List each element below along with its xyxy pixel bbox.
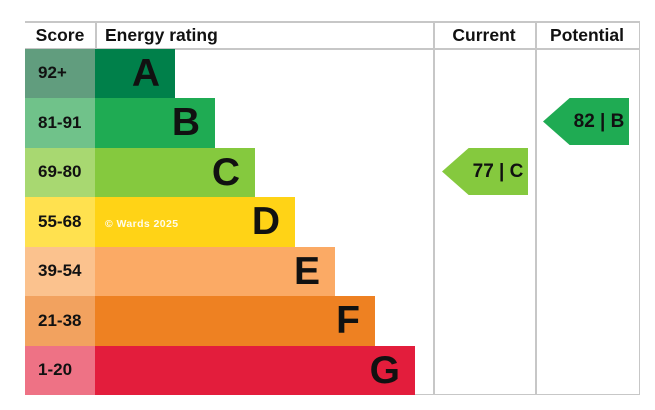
band-row-g: 1-20 G (25, 345, 640, 395)
potential-rating-label: 82 | B (573, 110, 625, 132)
potential-header: Potential (550, 25, 624, 45)
energy-bar-a: A (95, 48, 175, 98)
current-rating-label: 77 | C (472, 160, 524, 182)
potential-column-divider (535, 21, 537, 395)
band-letter: A (131, 51, 160, 95)
energy-bar-e: E (95, 246, 335, 296)
band-row-f: 21-38 F (25, 296, 640, 346)
band-row-d: 55-68 D (25, 197, 640, 247)
band-letter: F (336, 299, 360, 343)
score-range-cell: 92+ (25, 48, 95, 98)
band-row-a: 92+ A (25, 48, 640, 98)
score-range-cell: 1-20 (25, 345, 95, 395)
band-row-b: 81-91 B (25, 98, 640, 148)
energy-rating-header: Energy rating (105, 25, 218, 45)
table-top-border (25, 21, 640, 23)
score-range-cell: 55-68 (25, 197, 95, 247)
score-range-cell: 39-54 (25, 246, 95, 296)
bands-rows: 92+ A 81-91 B 69-80 C 55-68 D 39-54 E 21-38 F 1-20 G (25, 48, 640, 395)
band-letter: G (369, 348, 400, 392)
table-right-border (638, 21, 640, 395)
band-letter: D (251, 200, 280, 244)
current-header: Current (452, 25, 516, 45)
score-range-cell: 21-38 (25, 296, 95, 346)
band-letter: C (211, 150, 240, 194)
energy-bar-f: F (95, 296, 375, 346)
band-row-c: 69-80 C (25, 147, 640, 197)
score-range-cell: 81-91 (25, 98, 95, 148)
score-column-divider (95, 21, 97, 48)
energy-bar-c: C (95, 147, 255, 197)
energy-bar-d: D (95, 197, 295, 247)
band-letter: B (171, 101, 200, 145)
energy-bar-b: B (95, 98, 215, 148)
epc-table: Score Energy rating Current Potential 92… (25, 21, 640, 395)
current-column-divider (433, 21, 435, 395)
header-bottom-border (25, 48, 640, 50)
band-row-e: 39-54 E (25, 246, 640, 296)
copyright-watermark: © Wards 2025 (105, 218, 179, 230)
score-range-cell: 69-80 (25, 147, 95, 197)
energy-bar-g: G (95, 345, 415, 395)
band-letter: E (293, 249, 320, 293)
score-header: Score (35, 25, 85, 45)
